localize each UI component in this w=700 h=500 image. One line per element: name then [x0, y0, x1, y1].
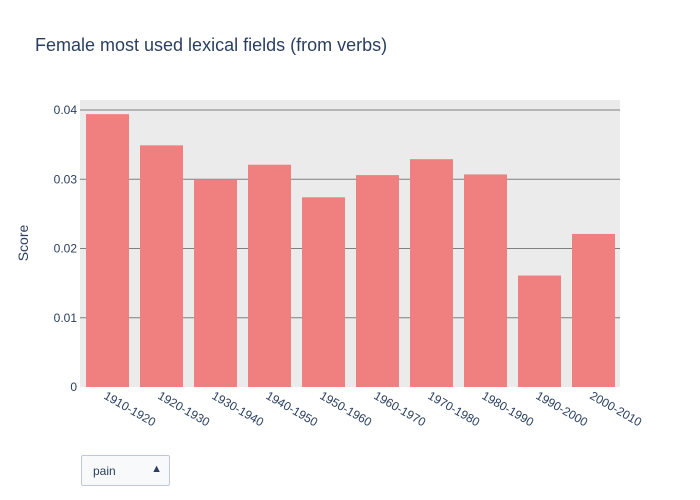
x-tick-label: 1950-1960	[318, 388, 375, 429]
x-tick-label: 1990-2000	[534, 388, 591, 429]
y-tick-labels: 0 0.01 0.02 0.03 0.04	[54, 103, 78, 394]
triangle-up-icon: ▲	[151, 463, 162, 475]
bar[interactable]	[194, 179, 237, 387]
bar[interactable]	[140, 145, 183, 387]
y-axis-title: Score	[15, 225, 31, 262]
bar[interactable]	[302, 197, 345, 387]
series-dropdown[interactable]: pain ▲	[81, 455, 170, 486]
bars	[86, 114, 615, 387]
bar[interactable]	[464, 174, 507, 387]
bar[interactable]	[410, 159, 453, 387]
bar[interactable]	[572, 233, 615, 387]
dropdown-selected-label: pain	[93, 464, 116, 478]
y-tick-label: 0.03	[54, 172, 78, 186]
bar[interactable]	[356, 175, 399, 387]
x-tick-label: 1910-1920	[102, 388, 159, 429]
x-tick-label: 1930-1940	[210, 388, 267, 429]
bar[interactable]	[518, 275, 561, 387]
x-tick-label: 1970-1980	[426, 388, 483, 429]
x-tick-labels: 1910-19201920-19301930-19401940-19501950…	[102, 388, 645, 429]
y-tick-label: 0.02	[54, 242, 78, 256]
y-tick-label: 0	[70, 380, 77, 394]
x-tick-label: 1940-1950	[264, 388, 321, 429]
chart-title: Female most used lexical fields (from ve…	[35, 35, 387, 55]
x-tick-label: 1980-1990	[480, 388, 537, 429]
x-tick-label: 2000-2010	[588, 388, 645, 429]
bar[interactable]	[86, 114, 129, 387]
x-tick-label: 1920-1930	[156, 388, 213, 429]
bar[interactable]	[248, 164, 291, 387]
x-tick-label: 1960-1970	[372, 388, 429, 429]
y-tick-label: 0.01	[54, 311, 78, 325]
y-tick-label: 0.04	[54, 103, 78, 117]
